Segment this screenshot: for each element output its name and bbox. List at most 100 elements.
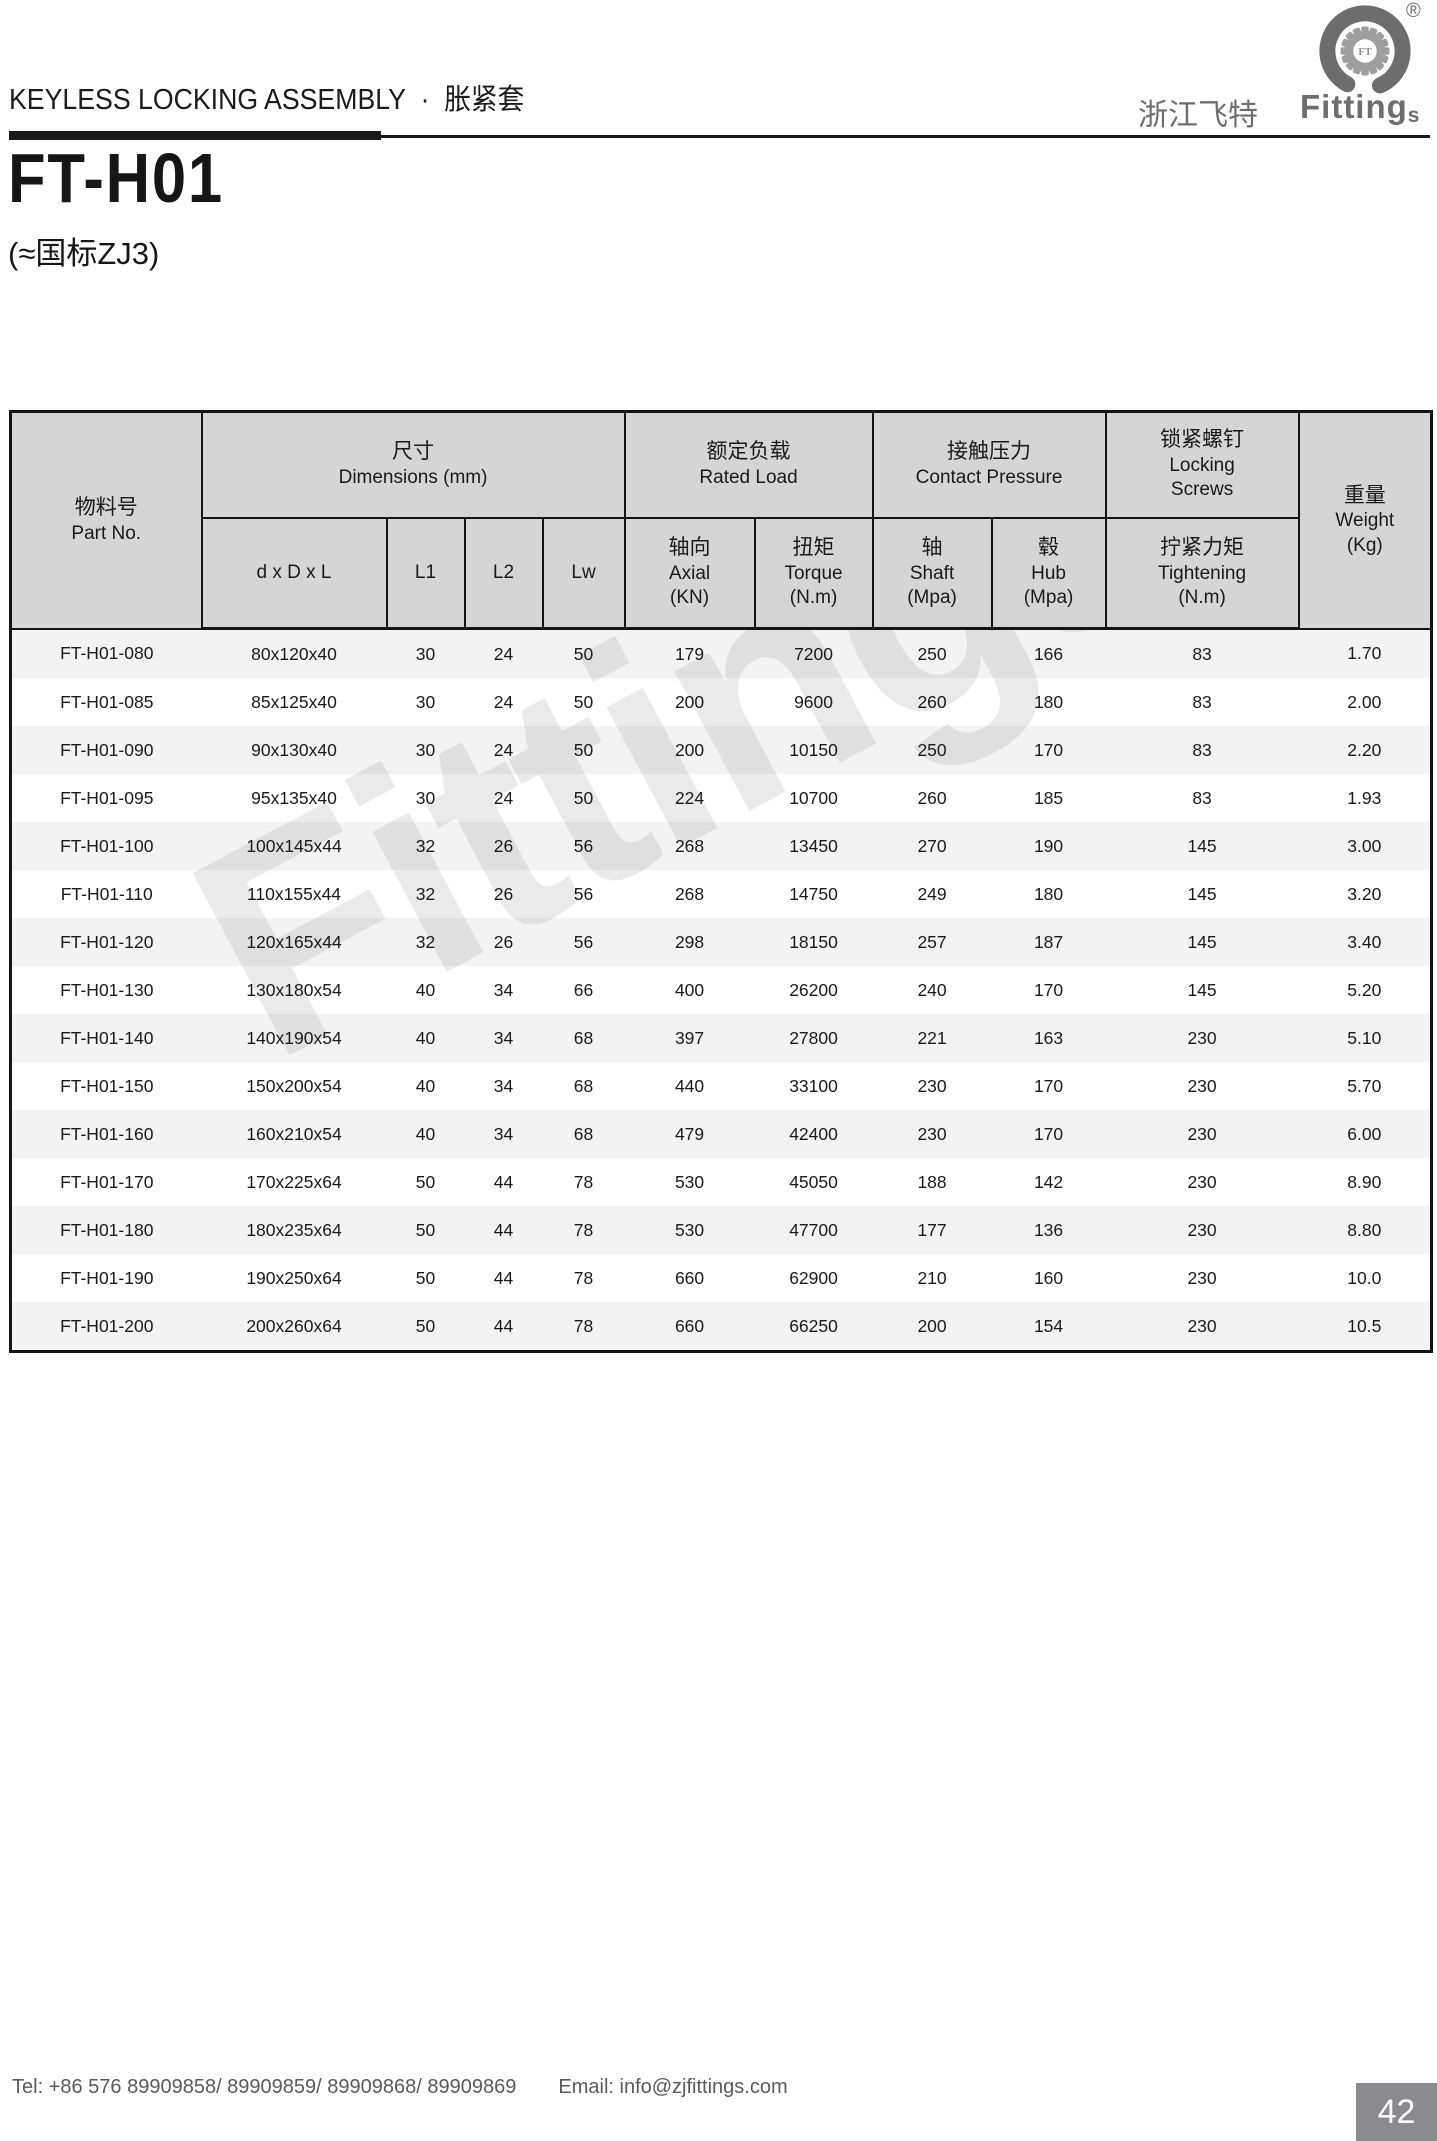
table-cell: 230 [917,1123,947,1144]
table-header: 物料号 Part No. 尺寸 Dimensions (mm) 额定负载 Rat… [9,410,1433,630]
table-cell: 5.10 [1347,1027,1382,1048]
col-header-axial: 轴向 Axial (KN) [623,517,756,630]
col-header-weight-unit: (Kg) [1346,534,1383,556]
table-cell: FT-H01-110 [60,883,153,904]
table-cell: FT-H01-160 [60,1123,154,1144]
table-cell: FT-H01-090 [60,739,154,760]
table-cell: 26 [493,835,514,856]
table-cell: 479 [674,1123,705,1144]
table-cell: 221 [917,1027,947,1048]
group-header-rated-load-en: Rated Load [699,467,798,489]
group-header-locking-screws-en2: Screws [1170,479,1234,501]
section-heading: KEYLESS LOCKING ASSEMBLY · 胀紧套 [9,76,524,118]
table-cell: 62900 [789,1267,838,1288]
table-cell: 30 [415,739,436,760]
table-row: FT-H01-150 150x200x54 40 34 68 440 33100 230 170… [11,1062,1432,1110]
table-cell: FT-H01-100 [60,835,154,856]
table-cell: 83 [1192,643,1212,664]
table-cell: 145 [1187,979,1217,1000]
table-cell: 10.0 [1347,1267,1382,1288]
table-cell: 187 [1033,931,1064,952]
table-row: FT-H01-180 180x235x64 50 44 78 530 47700 177 136… [10,1206,1432,1254]
table-row: FT-H01-130 130x180x54 40 34 66 400 26200 240 170… [11,966,1432,1014]
table-cell: 230 [1187,1123,1217,1144]
table-cell: 160 [1033,1267,1064,1288]
col-header-shaft-unit: (Mpa) [907,587,957,609]
table-cell: 50 [415,1315,436,1336]
col-header-torque-en: Torque [784,563,843,585]
table-cell: 249 [917,883,947,904]
table-cell: 177 [917,1219,947,1240]
table-cell: FT-H01-200 [60,1315,154,1336]
col-header-tightening-zh: 拧紧力矩 [1160,536,1245,560]
group-header-dimensions-en: Dimensions (mm) [338,467,488,489]
group-header-locking-screws: 锁紧螺钉 Locking Screws [1104,410,1300,519]
table-cell: 170 [1033,1123,1064,1144]
table-row: FT-H01-095 95x135x40 30 24 50 224 10700 260 185 8… [11,774,1432,822]
col-header-lw: Lw [541,517,626,630]
table-cell: 190x250x64 [246,1267,342,1288]
table-cell: 80x120x40 [251,643,337,664]
table-cell: 160x210x54 [246,1123,342,1144]
table-cell: 100x145x44 [246,835,342,856]
table-cell: 50 [573,739,594,760]
table-body: FT-H01-080 80x120x40 30 24 50 179 7200 250 166 83… [10,628,1432,1352]
table-cell: 40 [415,979,436,1000]
table-cell: 530 [674,1219,705,1240]
table-cell: 78 [573,1267,594,1288]
col-header-torque: 扭矩 Torque (N.m) [753,517,874,630]
table-cell: 170 [1033,1075,1064,1096]
page-number-badge: 42 [1356,2083,1437,2141]
table-cell: 230 [1187,1171,1217,1192]
table-cell: 27800 [789,1027,838,1048]
table-cell: 10700 [789,787,838,808]
table-cell: 140x190x54 [246,1027,342,1048]
table-cell: 170x225x64 [246,1171,342,1192]
table-cell: 1.70 [1347,643,1382,664]
table-cell: 298 [674,931,705,952]
table-cell: FT-H01-180 [60,1219,154,1240]
table-cell: 26 [493,883,514,904]
table-cell: 95x135x40 [251,787,337,808]
table-cell: 50 [415,1219,436,1240]
table-cell: 130x180x54 [246,979,342,1000]
table-cell: 26200 [789,979,838,1000]
table-cell: 660 [674,1267,705,1288]
table-cell: 200x260x64 [246,1315,342,1336]
table-cell: 40 [415,1123,436,1144]
table-cell: 200 [674,739,705,760]
table-cell: 142 [1033,1171,1064,1192]
table-cell: 9600 [794,691,834,712]
col-header-weight-en: Weight [1335,510,1395,532]
table-row: FT-H01-085 85x125x40 30 24 50 200 9600 260 180 83… [11,678,1432,726]
col-header-axial-zh: 轴向 [668,536,711,560]
table-cell: 44 [493,1315,514,1336]
footer-email: Email: info@zjfittings.com [558,2076,788,2098]
table-cell: 145 [1187,835,1217,856]
col-header-part-no-en: Part No. [71,522,142,544]
table-row: FT-H01-100 100x145x44 32 26 56 268 13450 270 190… [10,822,1432,870]
table-cell: 230 [917,1075,947,1096]
col-header-hub-en: Hub [1031,563,1066,585]
table-cell: FT-H01-080 [60,643,154,664]
col-header-weight: 重量 Weight (Kg) [1297,410,1433,630]
table-cell: 50 [415,1171,436,1192]
table-row: FT-H01-170 170x225x64 50 44 78 530 45050 188 142… [11,1158,1432,1206]
table-cell: 34 [493,1075,514,1096]
table-cell: 42400 [789,1123,838,1144]
table-cell: FT-H01-120 [60,931,154,952]
group-header-contact-pressure: 接触压力 Contact Pressure [871,410,1107,519]
group-header-locking-screws-zh: 锁紧螺钉 [1160,428,1245,452]
table-cell: 32 [415,931,436,952]
table-cell: 1.93 [1347,787,1382,808]
table-cell: 230 [1187,1219,1217,1240]
table-cell: 90x130x40 [251,739,337,760]
table-cell: 170 [1033,979,1064,1000]
col-header-axial-unit: (KN) [670,587,710,609]
table-cell: 66250 [789,1315,838,1336]
table-cell: 85x125x40 [251,691,337,712]
fittings-logo-icon: FT [1319,5,1411,97]
col-header-lw-label: Lw [571,561,596,583]
col-header-hub-unit: (Mpa) [1023,587,1074,609]
table-cell: 145 [1187,883,1217,904]
